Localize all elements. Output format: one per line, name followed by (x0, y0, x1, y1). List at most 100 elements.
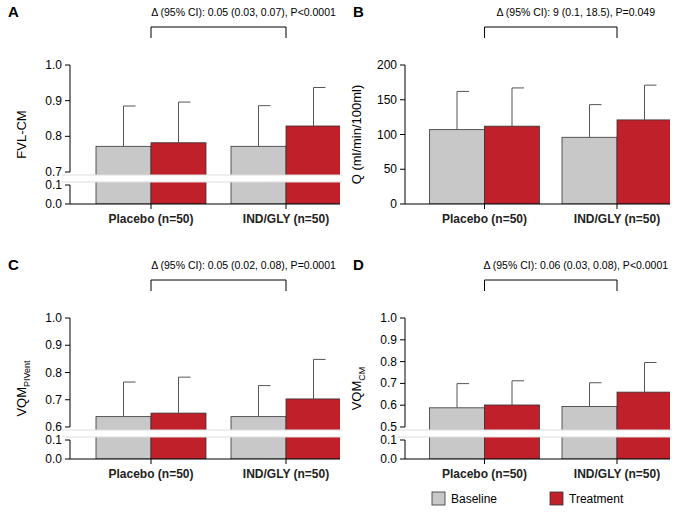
error-bar (314, 359, 326, 399)
x-tick (484, 459, 485, 464)
axis-break (397, 430, 672, 437)
comparison-bracket (485, 27, 618, 38)
y-tick (65, 440, 70, 441)
x-tick-label: Placebo (n=50) (108, 212, 193, 226)
y-axis-label-subscript: CM (357, 367, 367, 381)
y-tick-label: 1.0 (45, 311, 62, 325)
error-bar (457, 91, 469, 129)
error-stem (123, 382, 124, 417)
y-tick-label: 0.5 (380, 420, 397, 434)
y-tick (65, 100, 70, 101)
panel-label: A (8, 3, 19, 20)
axis-break-edge (62, 430, 342, 431)
comparison-bracket (485, 280, 618, 291)
y-tick-label: 0.1 (380, 433, 397, 447)
y-tick-label: 50 (384, 162, 398, 176)
error-cap (457, 91, 469, 92)
y-tick-label: 0.9 (380, 333, 397, 347)
y-tick (400, 318, 405, 319)
annotation: Δ (95% CI): 9 (0.1, 18.5), P=0.049 (497, 6, 656, 18)
error-cap (314, 359, 326, 360)
x-tick (617, 204, 618, 209)
bar (231, 417, 286, 459)
error-bar (645, 362, 657, 392)
y-tick-label: 0.8 (45, 129, 62, 143)
error-stem (644, 85, 645, 120)
y-tick (65, 372, 70, 373)
y-tick (65, 185, 70, 186)
y-tick-label: 0.9 (45, 338, 62, 352)
error-bar (457, 384, 469, 408)
error-cap (590, 104, 602, 105)
y-axis-label: Q (ml/min/100ml) (349, 85, 364, 185)
y-tick (400, 339, 405, 340)
y-tick-label: 1.0 (45, 58, 62, 72)
error-bar (259, 106, 271, 147)
error-stem (313, 87, 314, 126)
error-stem (258, 106, 259, 147)
axis-break-edge (62, 182, 342, 183)
bar (96, 417, 151, 459)
error-stem (457, 384, 458, 408)
y-tick (65, 459, 70, 460)
error-cap (457, 383, 469, 384)
y-tick-label: 100 (377, 128, 397, 142)
axis-break-edge (62, 437, 342, 438)
error-bar (590, 105, 602, 138)
error-stem (589, 383, 590, 407)
bar (617, 392, 670, 459)
x-tick (286, 204, 287, 209)
y-tick-label: 0.9 (45, 94, 62, 108)
background (0, 0, 680, 515)
legend-label: Treatment (569, 492, 624, 506)
y-tick-label: 0.1 (45, 433, 62, 447)
x-tick (151, 204, 152, 209)
x-tick-label: IND/GLY (n=50) (243, 467, 329, 481)
x-tick-label: IND/GLY (n=50) (574, 467, 660, 481)
error-bar (314, 87, 326, 126)
x-axis-line (70, 459, 340, 460)
error-bar (645, 85, 657, 120)
y-tick (65, 204, 70, 205)
figure: 0.00.10.70.80.91.0Placebo (n=50)IND/GLY … (0, 0, 680, 515)
error-cap (124, 382, 136, 383)
y-tick-label: 0 (390, 197, 397, 211)
error-stem (589, 105, 590, 138)
x-tick (617, 459, 618, 464)
y-tick (65, 399, 70, 400)
y-axis-line (70, 185, 71, 204)
error-cap (259, 105, 271, 106)
error-bar (512, 88, 524, 126)
error-stem (457, 91, 458, 129)
marks (430, 85, 671, 204)
y-axis-label-text: Q (ml/min/100ml) (349, 85, 364, 185)
error-bar (259, 386, 271, 417)
error-cap (512, 87, 524, 88)
panel: 0.00.10.60.70.80.91.0Placebo (n=50)IND/G… (8, 256, 342, 481)
y-tick-label: 200 (377, 58, 397, 72)
legend-swatch (432, 492, 445, 505)
legend: Baseline Treatment (432, 492, 624, 506)
panel: 050100150200Placebo (n=50)IND/GLY (n=50)… (349, 3, 672, 226)
error-cap (179, 377, 191, 378)
y-tick (65, 318, 70, 319)
error-bar (124, 106, 136, 146)
marks (96, 359, 340, 459)
bar (562, 137, 617, 204)
error-stem (123, 106, 124, 146)
marks (96, 87, 340, 204)
x-axis-line (70, 204, 340, 205)
y-tick (400, 440, 405, 441)
bar (617, 120, 670, 204)
error-stem (644, 362, 645, 392)
y-tick-label: 0.8 (45, 366, 62, 380)
legend-label: Baseline (451, 492, 497, 506)
y-tick-label: 0.0 (380, 452, 397, 466)
y-axis-line (70, 440, 71, 459)
panel-label: D (353, 256, 364, 273)
error-bar (590, 383, 602, 407)
panel-label: C (8, 256, 19, 273)
bar (286, 399, 340, 459)
y-tick-label: 0.0 (45, 452, 62, 466)
error-stem (178, 377, 179, 413)
